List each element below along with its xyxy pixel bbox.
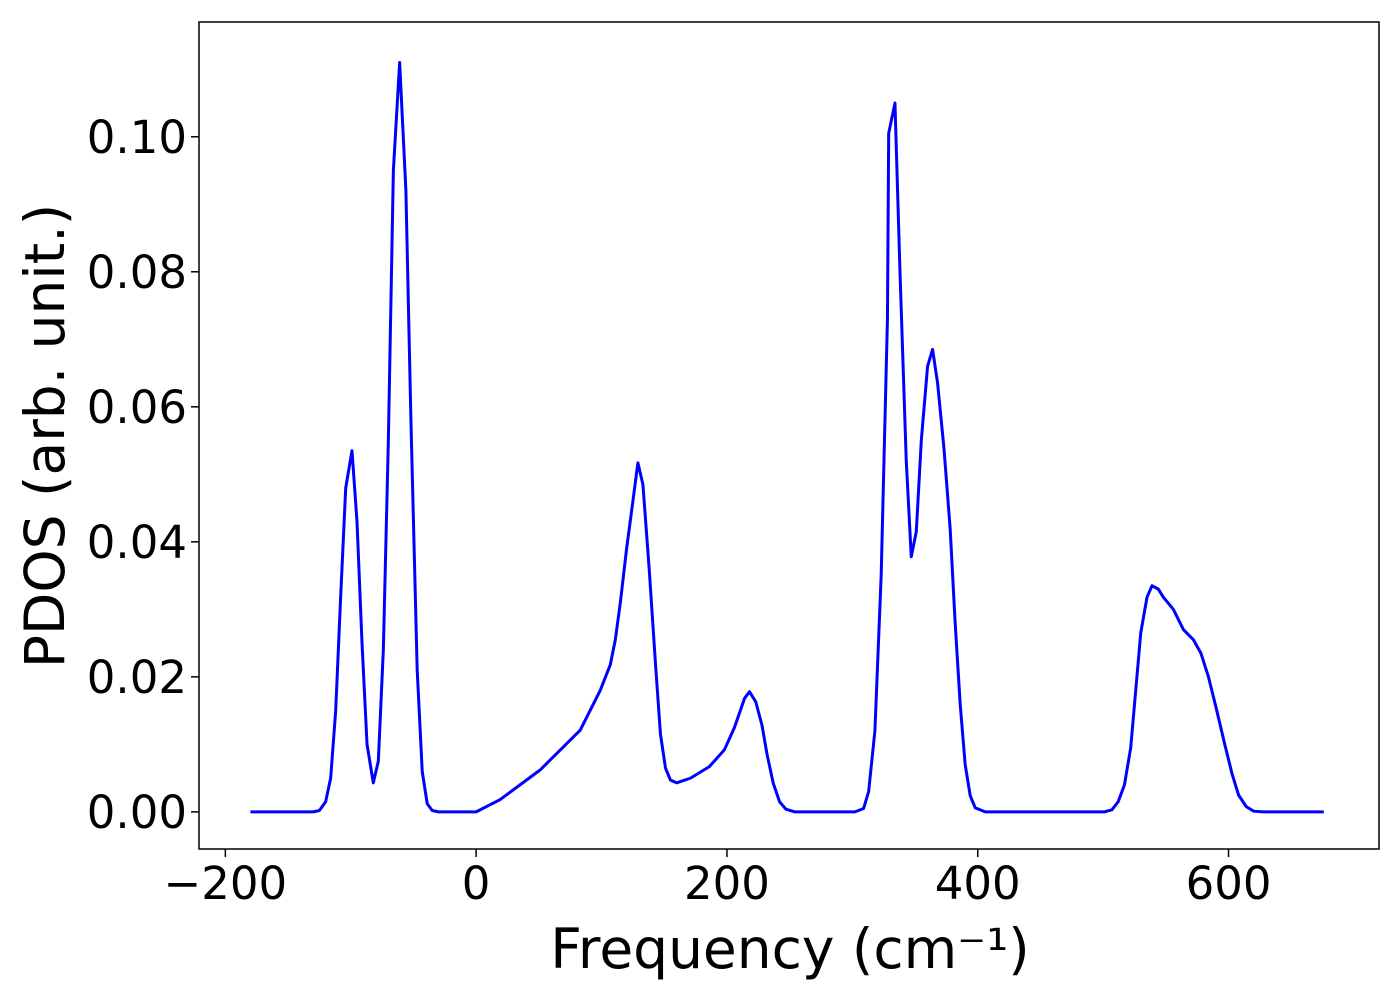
x-tick-label: 200 bbox=[684, 857, 770, 910]
y-axis-label: PDOS (arb. unit.) bbox=[13, 204, 77, 668]
y-tick-label: 0.00 bbox=[87, 786, 187, 839]
line-series bbox=[250, 61, 1324, 814]
x-tick-label: 600 bbox=[1186, 857, 1272, 910]
x-tick-label: −200 bbox=[164, 857, 288, 910]
plot-frame bbox=[198, 21, 1380, 850]
y-tick-label: 0.08 bbox=[87, 246, 187, 299]
y-tick-label: 0.02 bbox=[87, 651, 187, 704]
y-tick-label: 0.04 bbox=[87, 516, 187, 569]
x-axis-label: Frequency (cm⁻¹) bbox=[550, 917, 1029, 981]
x-tick-label: 0 bbox=[462, 857, 491, 910]
y-tick-label: 0.10 bbox=[87, 111, 187, 164]
y-tick-label: 0.06 bbox=[87, 381, 187, 434]
x-tick-label: 400 bbox=[935, 857, 1021, 910]
